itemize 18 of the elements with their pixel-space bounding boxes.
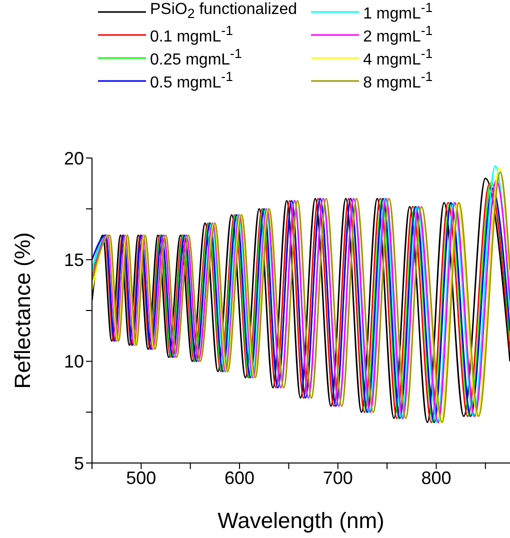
legend-label: PSiO$_{2}$ functionalized <box>150 1 298 22</box>
x-tick-label: 500 <box>126 468 156 488</box>
x-tick-label: 600 <box>224 468 255 488</box>
legend-label: 8 mgmL$^{-1}$ <box>363 68 433 92</box>
y-axis-title: Reflectance (%) <box>10 232 35 389</box>
y-tick-label: 5 <box>74 453 84 474</box>
legend-label: 0.1 mgmL$^{-1}$ <box>150 22 233 46</box>
x-axis-title: Wavelength (nm) <box>218 508 384 533</box>
y-tick-label: 20 <box>64 148 84 168</box>
y-tick-label: 15 <box>64 250 84 270</box>
legend-label: 0.5 mgmL$^{-1}$ <box>150 68 233 92</box>
legend-label: 1 mgmL$^{-1}$ <box>363 0 433 24</box>
x-tick-label: 700 <box>322 468 353 488</box>
legend-label: 0.25 mgmL$^{-1}$ <box>150 46 242 70</box>
x-tick-label: 800 <box>421 468 452 488</box>
y-tick-label: 10 <box>64 352 84 372</box>
legend-label: 2 mgmL$^{-1}$ <box>363 22 433 46</box>
legend-label: 4 mgmL$^{-1}$ <box>363 46 433 70</box>
